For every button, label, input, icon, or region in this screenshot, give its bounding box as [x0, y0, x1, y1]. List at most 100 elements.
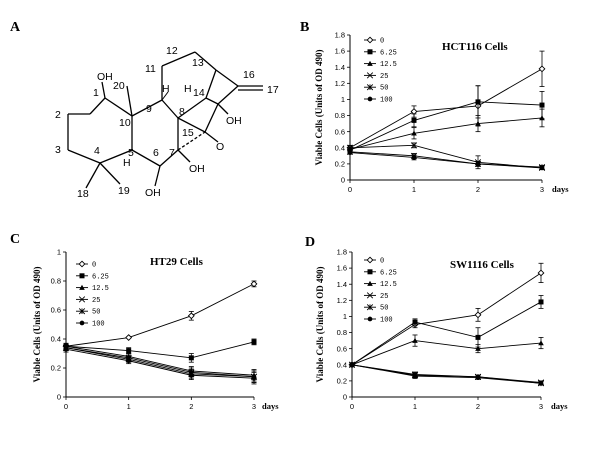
bond — [205, 69, 217, 99]
data-point-diamond — [474, 311, 482, 319]
series-100 — [347, 150, 545, 171]
chart-sw1116: 0 0.2 0.4 0.6 0.8 1 1.2 1.4 1.6 1.8 0 1 2 3 days Viable… — [315, 248, 568, 411]
legend-label: 100 — [380, 317, 393, 325]
bond — [161, 51, 196, 67]
bond — [177, 149, 191, 163]
data-point-circle — [475, 161, 481, 167]
series-line — [65, 347, 255, 378]
data-point-square — [126, 348, 132, 354]
x-axis-label: days — [552, 184, 569, 194]
data-point-square — [539, 102, 545, 108]
atom-label: 11 — [145, 63, 156, 75]
data-point-circle — [475, 375, 481, 381]
data-point-triangle — [367, 60, 373, 66]
legend-label: 50 — [380, 85, 388, 93]
atom-label: 4 — [94, 145, 100, 157]
series-line — [349, 68, 543, 149]
bond — [204, 131, 219, 143]
data-point-square — [79, 273, 85, 279]
bond — [126, 85, 133, 117]
atom-label: O — [216, 141, 224, 153]
legend-label: 0 — [380, 38, 384, 46]
data-point-x — [410, 142, 418, 149]
atom-label: 15 — [182, 127, 194, 139]
series-line — [349, 117, 543, 150]
y-tick-label: 0.6 — [337, 344, 347, 353]
bond — [177, 131, 206, 151]
data-point-circle — [347, 150, 353, 155]
chart-title: HT29 Cells — [150, 256, 204, 268]
data-point-circle — [126, 358, 132, 364]
legend-label: 6.25 — [92, 273, 109, 281]
chart-hct116: 0 0.2 0.4 0.6 0.8 1 1.2 1.4 1.6 1.8 0 1 2 3 days Viable… — [314, 31, 569, 194]
legend-entry: 25 — [364, 72, 388, 81]
legend-label: 100 — [380, 97, 393, 105]
data-point-square — [412, 319, 418, 325]
series-line — [351, 272, 542, 366]
data-point-circle — [367, 316, 373, 322]
x-tick-label: 0 — [64, 402, 68, 411]
y-tick-label: 1.2 — [335, 79, 345, 88]
atom-label: 8 — [179, 106, 185, 118]
bond — [159, 149, 179, 167]
y-tick-label: 0.4 — [337, 360, 347, 369]
atom-label: 18 — [77, 188, 89, 200]
atom-labels: OH 1 20 2 3 4 H 5 6 7 9 10 H 11 12 13 14… — [55, 45, 279, 200]
data-point-diamond — [78, 260, 86, 268]
series-0 — [346, 50, 546, 152]
y-tick-label: 0.2 — [337, 376, 347, 385]
bond — [161, 91, 169, 101]
atom-label: 13 — [192, 57, 204, 69]
y-tick-label: 0 — [341, 176, 345, 185]
legend-entry: 25 — [76, 296, 100, 305]
data-point-circle — [79, 320, 85, 326]
atom-label: 19 — [118, 185, 130, 197]
y-tick-label: 1 — [343, 312, 347, 321]
data-point-square — [411, 117, 417, 123]
x-tick-label: 1 — [413, 402, 417, 411]
atom-label: H — [184, 83, 192, 95]
series-12.5 — [349, 334, 544, 368]
atom-label: H — [162, 83, 170, 95]
legend-entry: 50 — [364, 84, 388, 93]
bond — [177, 97, 207, 119]
y-tick-label: 1 — [57, 248, 61, 257]
data-point-x — [366, 72, 374, 79]
series-6.25 — [349, 295, 544, 368]
y-tick-label: 0.8 — [337, 328, 347, 337]
x-tick-label: 3 — [540, 185, 544, 194]
legend-label: 12.5 — [380, 61, 397, 69]
x-axis-label: days — [551, 401, 568, 411]
x-tick-label: 0 — [350, 402, 354, 411]
atom-label: 14 — [193, 87, 205, 99]
chart-title: SW1116 Cells — [450, 259, 515, 271]
atom-label: 7 — [169, 147, 175, 159]
series-25 — [348, 361, 545, 386]
atom-label: 1 — [93, 87, 99, 99]
y-tick-label: 1.6 — [335, 47, 345, 56]
x-tick-label: 1 — [127, 402, 131, 411]
y-tick-label: 1.8 — [337, 248, 347, 257]
data-point-diamond — [125, 334, 133, 341]
bond — [131, 149, 161, 167]
y-tick-label: 0.8 — [335, 111, 345, 120]
series-line — [65, 345, 255, 376]
data-point-circle — [188, 372, 194, 378]
series-12.5 — [347, 108, 545, 153]
y-axis-label: Viable Cells (Units of OD 490) — [314, 50, 324, 166]
legend-entry: 50 — [364, 304, 388, 313]
y-tick-label: 0.8 — [51, 277, 61, 286]
data-point-square — [188, 355, 194, 361]
series-line — [351, 364, 542, 383]
legend-label: 50 — [380, 305, 388, 313]
legend-entry: 100 — [364, 317, 393, 325]
chart-ht29: 0 0.2 0.4 0.6 0.8 1 0 1 2 3 days Viable Cells (Unit… — [32, 248, 279, 411]
data-point-star — [78, 308, 86, 315]
legend-label: 6.25 — [380, 269, 397, 277]
data-point-diamond — [366, 256, 374, 264]
x-axis-label: days — [262, 401, 279, 411]
atom-label: H — [123, 157, 131, 169]
legend-entry: 6.25 — [76, 273, 109, 281]
y-tick-label: 0.6 — [51, 306, 61, 315]
